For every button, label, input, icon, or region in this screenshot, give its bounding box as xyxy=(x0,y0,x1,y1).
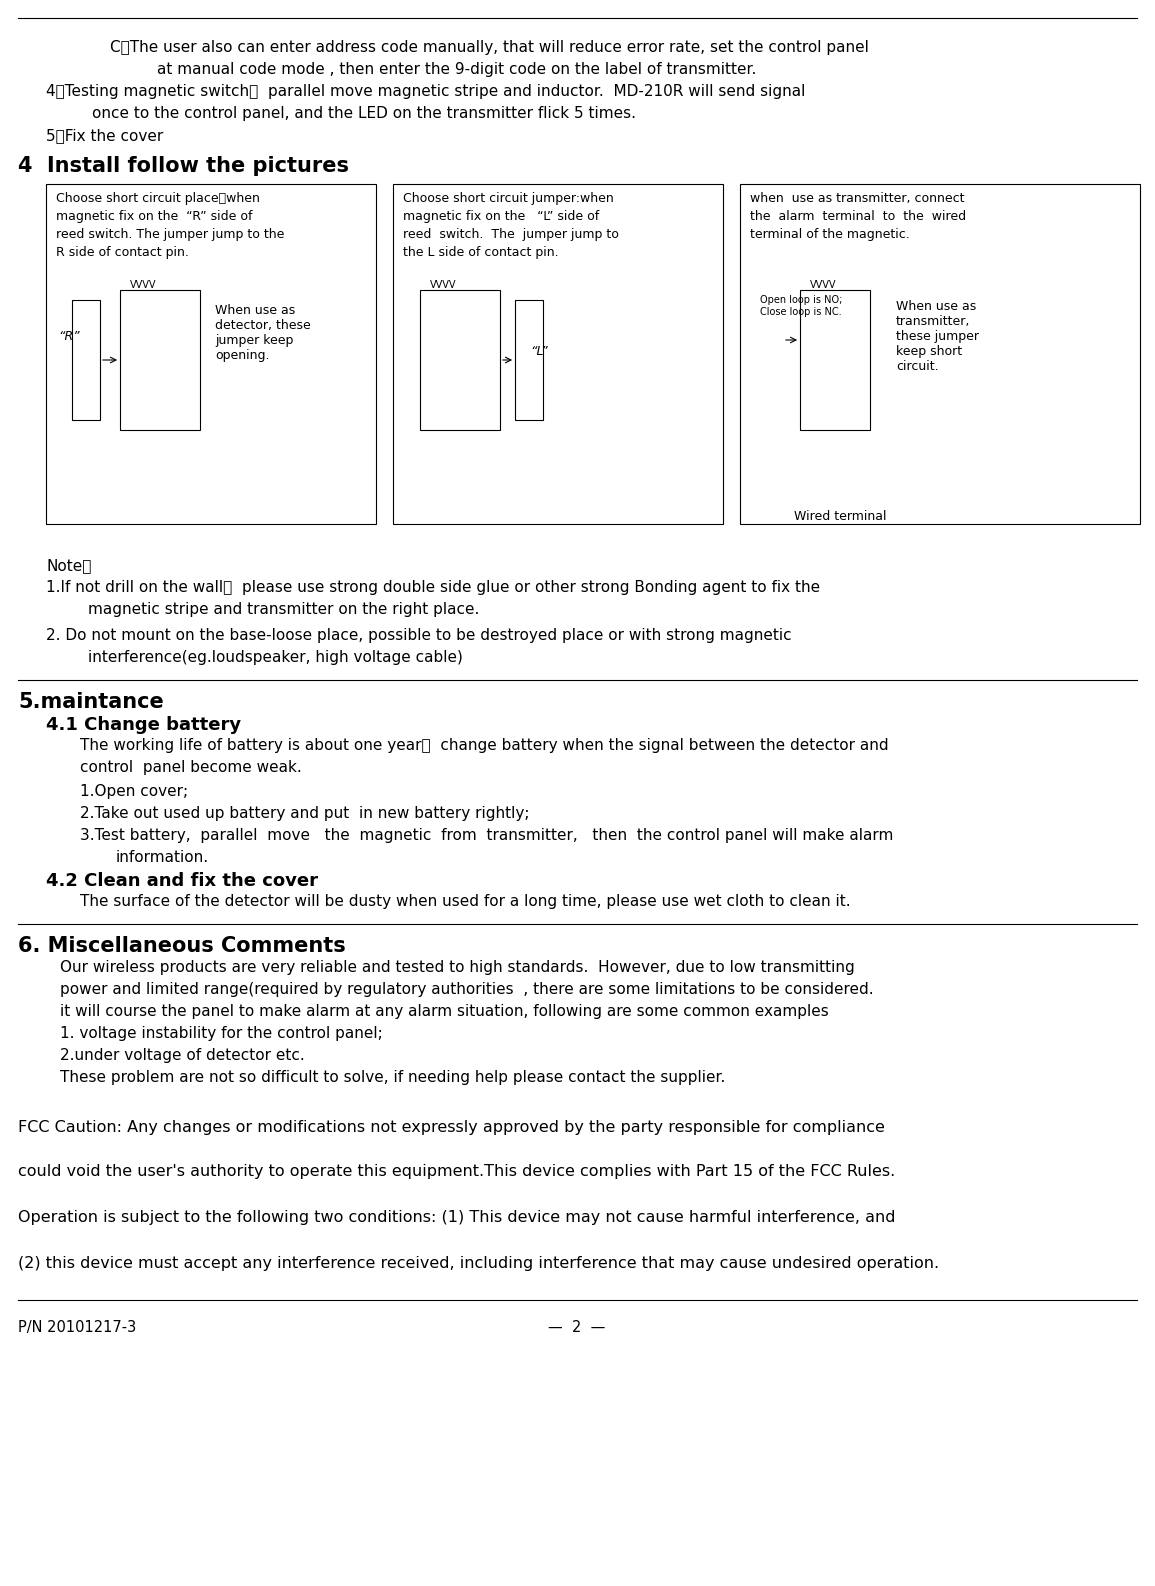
Bar xyxy=(46,184,377,523)
Text: Wired terminal: Wired terminal xyxy=(793,511,886,523)
Bar xyxy=(800,290,870,430)
Text: when  use as transmitter, connect: when use as transmitter, connect xyxy=(750,192,964,205)
Text: (2) this device must accept any interference received, including interference th: (2) this device must accept any interfer… xyxy=(18,1256,939,1270)
Text: at manual code mode , then enter the 9-digit code on the label of transmitter.: at manual code mode , then enter the 9-d… xyxy=(157,62,757,78)
Bar xyxy=(515,300,543,420)
Text: magnetic fix on the   “L” side of: magnetic fix on the “L” side of xyxy=(403,209,599,224)
Text: information.: information. xyxy=(116,850,209,864)
Text: “R”: “R” xyxy=(58,330,80,343)
Text: power and limited range(required by regulatory authorities  , there are some lim: power and limited range(required by regu… xyxy=(60,982,873,998)
Text: reed  switch.  The  jumper jump to: reed switch. The jumper jump to xyxy=(403,228,619,241)
Bar xyxy=(393,184,723,523)
Text: 2.Take out used up battery and put  in new battery rightly;: 2.Take out used up battery and put in ne… xyxy=(80,806,529,822)
Text: The surface of the detector will be dusty when used for a long time, please use : The surface of the detector will be dust… xyxy=(80,895,850,909)
Text: VVVV: VVVV xyxy=(430,281,456,290)
Text: 1.If not drill on the wall，  please use strong double side glue or other strong : 1.If not drill on the wall， please use s… xyxy=(46,580,820,595)
Text: the  alarm  terminal  to  the  wired: the alarm terminal to the wired xyxy=(750,209,966,224)
Text: P/N 20101217-3: P/N 20101217-3 xyxy=(18,1320,136,1335)
Text: When use as
transmitter,
these jumper
keep short
circuit.: When use as transmitter, these jumper ke… xyxy=(896,300,979,373)
Text: terminal of the magnetic.: terminal of the magnetic. xyxy=(750,228,910,241)
Bar xyxy=(740,184,1140,523)
Text: Note：: Note： xyxy=(46,558,91,573)
Text: magnetic fix on the  “R” side of: magnetic fix on the “R” side of xyxy=(55,209,253,224)
Text: The working life of battery is about one year，  change battery when the signal b: The working life of battery is about one… xyxy=(80,737,888,753)
Text: 2. Do not mount on the base-loose place, possible to be destroyed place or with : 2. Do not mount on the base-loose place,… xyxy=(46,628,791,642)
Text: 4.1 Change battery: 4.1 Change battery xyxy=(46,715,241,734)
Text: magnetic stripe and transmitter on the right place.: magnetic stripe and transmitter on the r… xyxy=(88,603,479,617)
Text: 3.Test battery,  parallel  move   the  magnetic  from  transmitter,   then  the : 3.Test battery, parallel move the magnet… xyxy=(80,828,893,844)
Text: 4  Install follow the pictures: 4 Install follow the pictures xyxy=(18,155,349,176)
Text: 1. voltage instability for the control panel;: 1. voltage instability for the control p… xyxy=(60,1026,382,1040)
Text: Choose short circuit place：when: Choose short circuit place：when xyxy=(55,192,260,205)
Bar xyxy=(420,290,500,430)
Text: 6. Miscellaneous Comments: 6. Miscellaneous Comments xyxy=(18,936,345,956)
Text: interference(eg.loudspeaker, high voltage cable): interference(eg.loudspeaker, high voltag… xyxy=(88,650,463,665)
Text: could void the user's authority to operate this equipment.This device complies w: could void the user's authority to opera… xyxy=(18,1164,895,1178)
Text: R side of contact pin.: R side of contact pin. xyxy=(55,246,189,259)
Text: “L”: “L” xyxy=(530,346,547,358)
Text: reed switch. The jumper jump to the: reed switch. The jumper jump to the xyxy=(55,228,284,241)
Text: Open loop is NO;
Close loop is NC.: Open loop is NO; Close loop is NC. xyxy=(760,295,842,317)
Text: 4.2 Clean and fix the cover: 4.2 Clean and fix the cover xyxy=(46,872,318,890)
Text: 1.Open cover;: 1.Open cover; xyxy=(80,783,188,799)
Bar xyxy=(120,290,200,430)
Text: Operation is subject to the following two conditions: (1) This device may not ca: Operation is subject to the following tw… xyxy=(18,1210,895,1224)
Text: VVVV: VVVV xyxy=(810,281,836,290)
Text: When use as
detector, these
jumper keep
opening.: When use as detector, these jumper keep … xyxy=(215,305,311,362)
Text: —  2  —: — 2 — xyxy=(549,1320,605,1335)
Text: Our wireless products are very reliable and tested to high standards.  However, : Our wireless products are very reliable … xyxy=(60,960,855,975)
Text: once to the control panel, and the LED on the transmitter flick 5 times.: once to the control panel, and the LED o… xyxy=(92,106,636,121)
Text: the L side of contact pin.: the L side of contact pin. xyxy=(403,246,559,259)
Text: it will course the panel to make alarm at any alarm situation, following are som: it will course the panel to make alarm a… xyxy=(60,1004,829,1018)
Text: 5、Fix the cover: 5、Fix the cover xyxy=(46,128,163,143)
Text: VVVV: VVVV xyxy=(131,281,156,290)
Text: control  panel become weak.: control panel become weak. xyxy=(80,760,301,776)
Bar xyxy=(72,300,100,420)
Text: 5.maintance: 5.maintance xyxy=(18,691,164,712)
Text: 2.under voltage of detector etc.: 2.under voltage of detector etc. xyxy=(60,1048,305,1063)
Text: FCC Caution: Any changes or modifications not expressly approved by the party re: FCC Caution: Any changes or modification… xyxy=(18,1120,885,1136)
Text: C、The user also can enter address code manually, that will reduce error rate, se: C、The user also can enter address code m… xyxy=(110,40,869,56)
Text: These problem are not so difficult to solve, if needing help please contact the : These problem are not so difficult to so… xyxy=(60,1071,725,1085)
Text: Choose short circuit jumper:when: Choose short circuit jumper:when xyxy=(403,192,613,205)
Text: 4、Testing magnetic switch：  parallel move magnetic stripe and inductor.  MD-210R: 4、Testing magnetic switch： parallel move… xyxy=(46,84,805,98)
